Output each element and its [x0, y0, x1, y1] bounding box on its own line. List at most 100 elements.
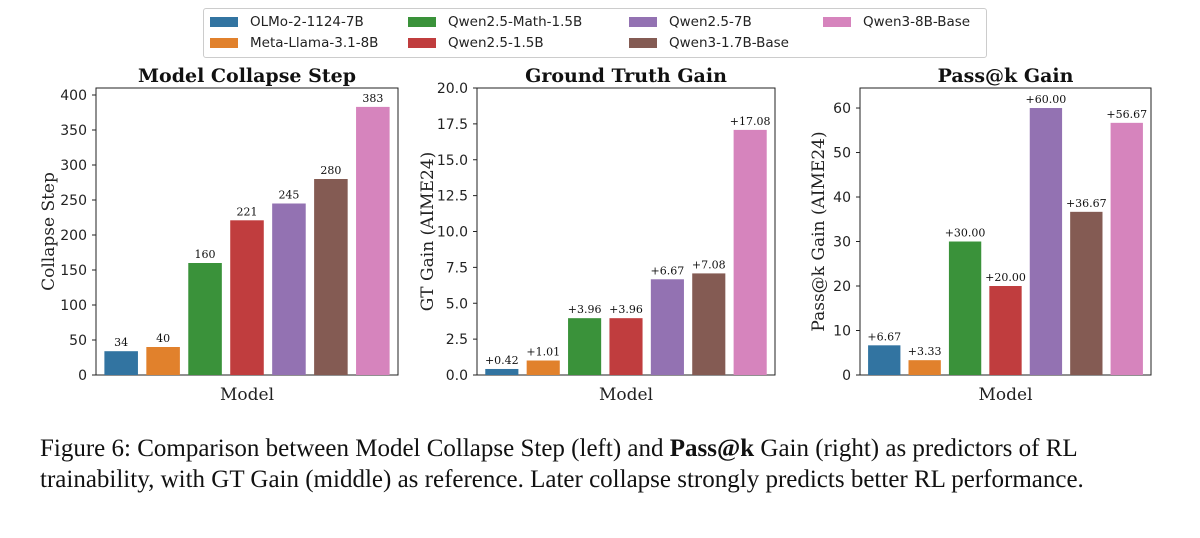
- y-tick-label: 350: [60, 123, 87, 139]
- legend-label: Meta-Llama-3.1-8B: [250, 35, 379, 51]
- y-tick-label: 10.0: [437, 225, 468, 241]
- y-tick-label: 0.0: [446, 368, 468, 384]
- bar: [485, 368, 519, 375]
- y-tick-label: 50: [69, 333, 87, 349]
- y-tick-label: 2.5: [446, 332, 468, 348]
- bar: [356, 106, 390, 376]
- legend-item: OLMo-2-1124-7B: [210, 14, 364, 30]
- legend-swatch: [210, 17, 238, 27]
- bar-value-label: +60.00: [1026, 93, 1067, 106]
- bar: [1070, 211, 1103, 375]
- y-tick-label: 7.5: [446, 260, 468, 276]
- bar: [188, 263, 222, 375]
- bar-value-label: +20.00: [985, 271, 1026, 284]
- legend-label: Qwen2.5-7B: [669, 14, 752, 30]
- legend-item: Meta-Llama-3.1-8B: [210, 35, 378, 51]
- y-tick-label: 200: [60, 228, 87, 244]
- y-tick-label: 60: [833, 101, 851, 117]
- bar: [314, 179, 348, 375]
- bar: [146, 347, 180, 375]
- y-tick-label: 0: [78, 368, 87, 384]
- y-tick-label: 20.0: [437, 81, 468, 97]
- legend-item: Qwen2.5-1.5B: [408, 35, 544, 51]
- bar-value-label: +30.00: [945, 227, 986, 240]
- bar-value-label: +6.67: [867, 330, 901, 343]
- y-tick-label: 5.0: [446, 296, 468, 312]
- y-tick-label: 15.0: [437, 153, 468, 169]
- bar: [526, 360, 560, 375]
- legend-swatch: [210, 38, 238, 48]
- bar-value-label: +3.96: [568, 303, 602, 316]
- bar: [948, 241, 982, 375]
- legend-swatch: [408, 17, 436, 27]
- bar-value-label: 245: [278, 189, 299, 202]
- legend-label: Qwen3-8B-Base: [863, 14, 971, 30]
- legend-swatch: [629, 17, 657, 27]
- y-tick-label: 150: [60, 263, 87, 279]
- bar: [1110, 122, 1143, 376]
- bar-value-label: +36.67: [1066, 197, 1107, 210]
- bar-value-label: +1.01: [526, 346, 560, 359]
- chart-title: Model Collapse Step: [138, 65, 356, 87]
- y-axis-label: Collapse Step: [39, 172, 59, 291]
- bar-value-label: 40: [156, 332, 170, 345]
- legend-label: Qwen2.5-Math-1.5B: [448, 14, 583, 30]
- bar: [230, 220, 264, 375]
- y-tick-label: 17.5: [437, 117, 468, 133]
- figure-panels: Model Collapse Step 0 50 100 150 200 250 300 350…: [39, 65, 1152, 405]
- x-axis-label: Model: [978, 385, 1032, 405]
- legend-item: Qwen3-8B-Base: [823, 14, 970, 30]
- y-axis-label: Pass@k Gain (AIME24): [809, 131, 829, 331]
- bar: [650, 279, 684, 375]
- legend-label: Qwen3-1.7B-Base: [669, 35, 789, 51]
- bar: [692, 273, 726, 375]
- bar: [989, 286, 1022, 375]
- y-tick-label: 300: [60, 158, 87, 174]
- bar-value-label: 34: [114, 336, 128, 349]
- bar-value-label: +56.67: [1106, 108, 1147, 121]
- y-tick-label: 12.5: [437, 189, 468, 205]
- bar-value-label: +0.42: [485, 354, 519, 367]
- y-tick-label: 400: [60, 88, 87, 104]
- x-axis-label: Model: [599, 385, 653, 405]
- bar-value-label: 221: [237, 205, 258, 218]
- bar: [568, 318, 602, 375]
- caption-text-start: Figure 6: Comparison between Model Colla…: [40, 435, 670, 462]
- legend-item: Qwen3-1.7B-Base: [629, 35, 789, 51]
- y-tick-label: 30: [833, 235, 851, 251]
- y-tick-label: 40: [833, 190, 851, 206]
- bar-value-label: +17.08: [730, 115, 771, 128]
- y-axis-label: GT Gain (AIME24): [418, 152, 438, 312]
- y-tick-label: 100: [60, 298, 87, 314]
- bar: [868, 345, 901, 375]
- legend-item: Qwen2.5-Math-1.5B: [408, 14, 582, 30]
- bar-value-label: 383: [362, 92, 383, 105]
- legend-label: Qwen2.5-1.5B: [448, 35, 544, 51]
- charts-svg: Model Collapse Step050100150200250300350…: [39, 65, 1152, 405]
- y-tick-label: 50: [833, 146, 851, 162]
- legend-swatch: [408, 38, 436, 48]
- legend-label: OLMo-2-1124-7B: [250, 14, 364, 30]
- legend-swatch: [629, 38, 657, 48]
- bar: [272, 203, 306, 375]
- chart-legend: OLMo-2-1124-7B Meta-Llama-3.1-8B Qwen2.5-M…: [203, 8, 987, 58]
- bar-value-label: +3.96: [609, 303, 643, 316]
- legend-swatch: [823, 17, 851, 27]
- bar-value-label: 160: [195, 248, 216, 261]
- bar: [733, 129, 767, 375]
- chart-title: Ground Truth Gain: [525, 65, 727, 87]
- bar: [609, 318, 643, 375]
- x-axis-label: Model: [220, 385, 274, 405]
- bar: [1029, 108, 1063, 375]
- figure-caption: Figure 6: Comparison between Model Colla…: [40, 434, 1170, 495]
- bar: [104, 351, 138, 375]
- caption-text-end: Gain (right) as predictors of RL trainab…: [40, 435, 1084, 493]
- bar-value-label: 280: [320, 164, 341, 177]
- chart-title: Pass@k Gain: [938, 65, 1074, 87]
- caption-text-bold: Pass@k: [669, 435, 755, 462]
- bar-value-label: +6.67: [651, 264, 685, 277]
- legend-item: Qwen2.5-7B: [629, 14, 752, 30]
- bar: [908, 360, 941, 375]
- bar-value-label: +3.33: [908, 345, 942, 358]
- y-tick-label: 10: [833, 324, 851, 340]
